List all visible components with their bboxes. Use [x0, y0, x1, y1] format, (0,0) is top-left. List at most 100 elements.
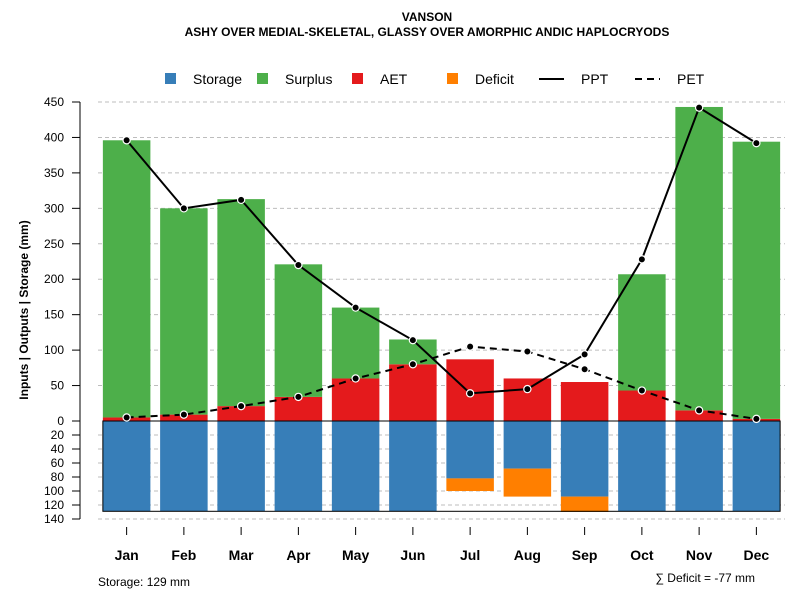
pet-point — [523, 347, 532, 356]
surplus-bar — [274, 264, 323, 397]
legend-label-pet: PET — [677, 71, 705, 87]
y-tick-label: 350 — [44, 166, 64, 180]
surplus-bar — [217, 199, 265, 407]
legend-swatch-storage — [165, 73, 176, 84]
storage-bar — [274, 421, 323, 512]
y-tick-label: 20 — [51, 428, 65, 442]
x-tick-label: Oct — [630, 547, 654, 563]
aet-bar — [560, 382, 609, 421]
pet-point — [694, 406, 704, 415]
y-tick-label: 50 — [51, 379, 65, 393]
ppt-point — [236, 195, 246, 205]
ppt-point — [637, 255, 647, 264]
storage-bar — [331, 421, 380, 512]
pet-line — [126, 345, 757, 420]
legend-label-aet: AET — [380, 71, 408, 87]
ppt-point — [294, 260, 303, 270]
y-tick-label: 40 — [51, 442, 65, 456]
storage-bar — [732, 421, 781, 512]
y-tick-label: 400 — [44, 130, 64, 144]
y-tick-label: 250 — [44, 237, 64, 251]
x-tick-label: Dec — [744, 547, 770, 563]
legend-label-deficit: Deficit — [475, 71, 514, 87]
gridlines — [98, 101, 785, 520]
chart-subtitle: ASHY OVER MEDIAL-SKELETAL, GLASSY OVER A… — [185, 25, 670, 39]
y-tick-label: 150 — [44, 308, 64, 322]
aet-bar — [618, 390, 666, 421]
surplus-bar — [160, 208, 208, 415]
storage-bar — [446, 421, 494, 479]
storage-note: Storage: 129 mm — [98, 575, 190, 589]
pet-point — [408, 360, 418, 369]
x-tick-label: Nov — [686, 547, 713, 563]
x-tick-label: May — [342, 547, 369, 563]
y-tick-label: 300 — [44, 201, 64, 215]
y-tick-label: 450 — [44, 95, 64, 109]
aet-bar — [217, 406, 265, 421]
pet-point — [236, 401, 246, 411]
y-tick-label: 140 — [44, 512, 64, 526]
pet-point — [179, 410, 189, 419]
ppt-line — [125, 106, 757, 395]
y-tick-label: 200 — [44, 272, 64, 286]
ppt-point — [351, 303, 360, 312]
x-tick-label: Aug — [514, 547, 541, 563]
pet-point — [637, 386, 647, 395]
legend-swatch-aet — [352, 73, 363, 84]
surplus-bar — [102, 140, 151, 418]
bars — [102, 106, 781, 512]
aet-bar — [331, 378, 380, 421]
aet-bar — [503, 378, 552, 421]
ppt-point — [408, 335, 418, 345]
x-tick-label: Sep — [572, 547, 598, 563]
deficit-note: ∑ Deficit = -77 mm — [655, 571, 755, 585]
ppt-point — [580, 350, 589, 359]
pet-point — [294, 392, 303, 402]
ppt-point — [752, 138, 761, 148]
y-tick-label: 0 — [57, 414, 64, 428]
legend-swatch-surplus — [257, 73, 268, 84]
ppt-point — [523, 384, 532, 394]
axes: 0501001502002503003504004502040608010012… — [44, 95, 769, 563]
legend-label-surplus: Surplus — [285, 71, 332, 87]
y-axis-label: Inputs | Outputs | Storage (mm) — [17, 220, 31, 399]
x-tick-label: Apr — [286, 547, 311, 563]
storage-bar — [618, 421, 666, 512]
chart-title: VANSON — [402, 10, 452, 24]
x-tick-label: Jan — [115, 547, 139, 563]
aet-bar — [675, 410, 723, 421]
deficit-bar — [446, 478, 494, 491]
legend: Storage Surplus AET Deficit PPT PET — [165, 71, 705, 87]
y-tick-label: 80 — [51, 470, 65, 484]
deficit-bar — [560, 496, 609, 512]
pet-point — [351, 374, 360, 383]
x-tick-label: Mar — [229, 547, 254, 563]
storage-bar — [389, 421, 437, 512]
y-tick-label: 120 — [44, 498, 64, 512]
pet-point — [752, 414, 761, 424]
storage-bar — [217, 421, 265, 512]
ppt-point — [122, 136, 131, 145]
pet-point — [580, 365, 589, 374]
x-tick-label: Jun — [400, 547, 425, 563]
storage-bar — [160, 421, 208, 512]
surplus-bar — [675, 106, 723, 411]
y-tick-label: 60 — [51, 456, 65, 470]
surplus-bar — [732, 141, 781, 419]
x-tick-label: Feb — [171, 547, 196, 563]
legend-label-ppt: PPT — [581, 71, 609, 87]
lines — [122, 103, 761, 424]
pet-point — [122, 413, 131, 422]
surplus-bar — [618, 274, 666, 391]
aet-bar — [389, 364, 437, 421]
ppt-point — [694, 103, 704, 112]
pet-point — [465, 342, 475, 351]
storage-bar — [102, 421, 151, 512]
storage-bar — [560, 421, 609, 497]
legend-label-storage: Storage — [193, 71, 242, 87]
y-tick-label: 100 — [44, 484, 64, 498]
surplus-bar — [331, 307, 380, 379]
deficit-bar — [503, 468, 552, 497]
x-tick-label: Jul — [460, 547, 480, 563]
